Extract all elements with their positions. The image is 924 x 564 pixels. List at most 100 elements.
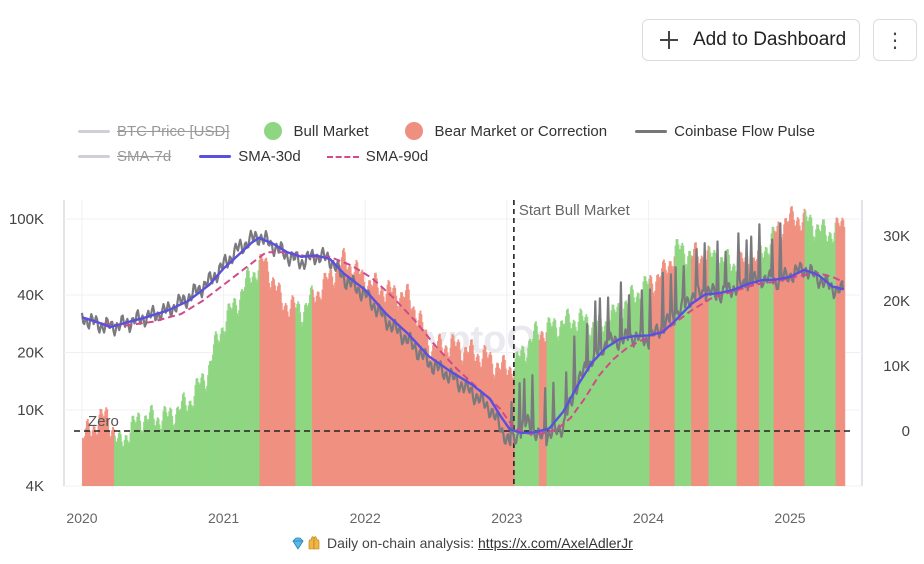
legend-item-sma-7d[interactable]: SMA-7d <box>78 148 171 165</box>
bear-market-bar <box>430 359 433 486</box>
right-tick-label: 0 <box>902 423 910 440</box>
bear-market-bar <box>113 429 115 486</box>
raised-hands-icon <box>308 536 320 550</box>
bull-market-bar <box>583 320 586 486</box>
x-tick-label: 2022 <box>350 510 381 526</box>
bear-market-bar <box>398 306 401 486</box>
footer-text: Daily on-chain analysis: <box>327 535 479 551</box>
legend-item-bull-market[interactable]: Bull Market <box>263 122 369 140</box>
bull-market-bar <box>548 318 551 486</box>
bull-market-bar <box>820 230 822 486</box>
bull-market-bar <box>190 404 193 486</box>
bull-market-bar <box>596 320 599 486</box>
x-tick-label: 2020 <box>66 510 97 526</box>
bear-market-bar <box>465 347 467 486</box>
bear-market-bar <box>453 341 456 486</box>
bull-market-bar <box>807 221 810 487</box>
bull-market-bar <box>577 321 580 486</box>
bear-market-bar <box>348 264 351 486</box>
add-to-dashboard-button[interactable]: Add to Dashboard <box>642 19 860 61</box>
bear-market-bar <box>95 436 98 486</box>
bear-market-bar <box>656 275 659 486</box>
bull-market-bar <box>125 435 128 486</box>
bull-market-bar <box>815 229 818 486</box>
bull-market-bar <box>305 303 307 486</box>
legend-item-sma-30d[interactable]: SMA-30d <box>199 148 301 165</box>
legend-label: BTC Price [USD] <box>117 122 230 140</box>
bull-market-bar <box>731 266 734 486</box>
bear-market-bar <box>283 306 286 486</box>
bull-market-bar <box>188 400 191 486</box>
bull-market-bar <box>533 323 536 486</box>
bull-market-bar <box>176 407 178 486</box>
bear-market-bar <box>293 302 296 486</box>
bear-market-bar <box>495 367 498 486</box>
bull-market-bar <box>716 270 719 486</box>
right-tick-label: 20K <box>883 293 910 310</box>
bear-market-bar <box>743 261 746 486</box>
bear-market-bar <box>756 258 758 486</box>
bull-market-bar <box>155 420 158 486</box>
bear-market-bar <box>786 221 789 486</box>
bear-market-bar <box>83 436 86 486</box>
bear-market-bar <box>673 256 676 486</box>
legend-item-btc-price[interactable]: BTC Price [USD] <box>78 123 230 140</box>
left-tick-label: 4K <box>26 478 44 495</box>
bull-market-bar <box>174 423 177 486</box>
bear-market-bar <box>424 329 427 486</box>
bull-market-bar <box>252 272 255 486</box>
bull-market-bar <box>221 327 224 486</box>
bull-market-bar <box>617 303 620 486</box>
bear-market-bar <box>423 331 426 486</box>
bull-market-bar <box>772 226 775 487</box>
bull-market-bar <box>766 252 769 486</box>
bull-market-bar <box>220 328 223 486</box>
bull-market-bar <box>591 327 594 486</box>
bull-market-bar <box>831 243 834 486</box>
bull-market-bar <box>724 262 726 486</box>
bear-market-bar <box>93 426 96 486</box>
legend-item-coinbase-flow-pulse[interactable]: Coinbase Flow Pulse <box>635 123 815 140</box>
bull-market-bar <box>178 411 181 486</box>
bull-market-bar <box>240 291 242 486</box>
bear-market-bar <box>467 354 469 486</box>
bull-market-bar <box>610 310 613 486</box>
bull-market-bar <box>810 217 813 487</box>
bear-market-bar <box>370 284 372 486</box>
bull-market-bar <box>245 270 248 486</box>
bear-market-bar <box>737 266 740 486</box>
bear-market-bar <box>468 345 471 486</box>
left-tick-label: 40K <box>17 287 44 304</box>
bear-market-bar <box>327 278 330 486</box>
bear-market-bar <box>105 407 108 486</box>
bull-market-bar <box>549 323 552 486</box>
bear-market-bar <box>477 355 480 486</box>
footer-link[interactable]: https://x.com/AxelAdlerJr <box>478 535 633 551</box>
legend-item-bear-market[interactable]: Bear Market or Correction <box>404 122 607 140</box>
bull-market-bar <box>561 320 564 486</box>
bear-market-bar <box>691 258 693 486</box>
bear-market-bar <box>704 267 707 486</box>
bull-market-bar <box>210 360 213 486</box>
legend-item-sma-90d[interactable]: SMA-90d <box>326 148 428 165</box>
bear-market-bar <box>286 311 289 486</box>
bear-market-bar <box>751 263 754 486</box>
bear-market-bar <box>472 353 475 486</box>
more-options-button[interactable]: ⋮ <box>873 19 917 61</box>
bear-market-bar <box>407 289 410 486</box>
bull-market-bar <box>301 326 304 486</box>
bull-market-bar <box>122 445 125 486</box>
bear-market-bar <box>341 250 344 486</box>
bear-market-bar <box>387 280 390 486</box>
bear-market-bar <box>313 302 316 486</box>
bear-market-bar <box>352 279 355 486</box>
bull-market-bar <box>187 405 190 486</box>
bull-market-bar <box>300 322 303 486</box>
bear-market-bar <box>843 227 846 486</box>
bear-market-bar <box>353 272 356 486</box>
bull-market-bar <box>806 221 809 486</box>
bear-market-bar <box>457 339 460 486</box>
bull-market-bar <box>608 329 611 486</box>
bull-market-bar <box>726 249 729 486</box>
bull-market-bar <box>632 297 635 486</box>
